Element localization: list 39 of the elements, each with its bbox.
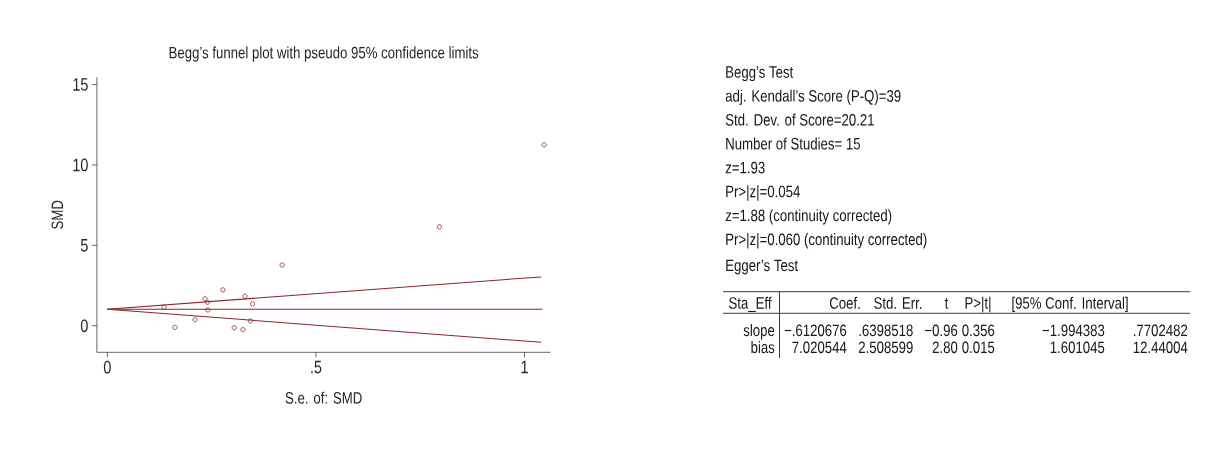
- text: −.6120676: [784, 324, 847, 337]
- y-tick-label: 10: [73, 158, 88, 172]
- y-tick-label: 0: [80, 319, 88, 333]
- text: Std. Err.: [874, 296, 922, 309]
- text: Begg’s Test: [726, 66, 794, 82]
- text: .7702482: [1133, 324, 1188, 337]
- text: .6398518: [859, 324, 913, 337]
- text: t: [944, 298, 949, 309]
- text: z=1.88 (continuity corrected): [725, 209, 892, 225]
- y-axis-title: SMD: [51, 200, 64, 229]
- y-tick-label: 5: [80, 239, 88, 252]
- x-axis-title: S.e. of: SMD: [285, 391, 362, 404]
- text: 0.015: [962, 341, 995, 354]
- text: Coef.: [829, 296, 860, 309]
- text: Pr>|z|=0.054: [726, 185, 800, 201]
- x-tick-label: .5: [311, 360, 322, 374]
- text: slope: [743, 324, 775, 340]
- text: P>|t|: [965, 296, 991, 313]
- text: Egger’s Test: [726, 259, 798, 275]
- text: −1.994383: [1042, 324, 1105, 337]
- chart-title: Begg’s funnel plot with pseudo 95% confidence limits: [169, 46, 479, 62]
- text: 7.020544: [792, 341, 847, 354]
- text: 2.508599: [858, 341, 913, 354]
- text: [95% Conf. Interval]: [1012, 296, 1128, 313]
- text: Std. Dev. of Score=20.21: [725, 113, 874, 126]
- y-tick-label: 15: [73, 78, 88, 91]
- text: 1.601045: [1050, 341, 1105, 354]
- text: 12.44004: [1133, 341, 1188, 354]
- text: z=1.93: [725, 161, 765, 174]
- text: 2.80: [932, 341, 958, 354]
- x-tick-label: 0: [103, 360, 111, 374]
- text: −0.96: [925, 324, 958, 337]
- text: Sta_Eff: [729, 296, 772, 312]
- x-tick-label: 1: [521, 360, 528, 374]
- text: 0.356: [962, 324, 995, 337]
- text: adj. Kendall’s Score (P-Q)=39: [725, 89, 901, 106]
- text: Pr>|z|=0.060 (continuity corrected): [726, 233, 927, 249]
- text: bias: [751, 341, 775, 354]
- text: Number of Studies= 15: [726, 137, 861, 150]
